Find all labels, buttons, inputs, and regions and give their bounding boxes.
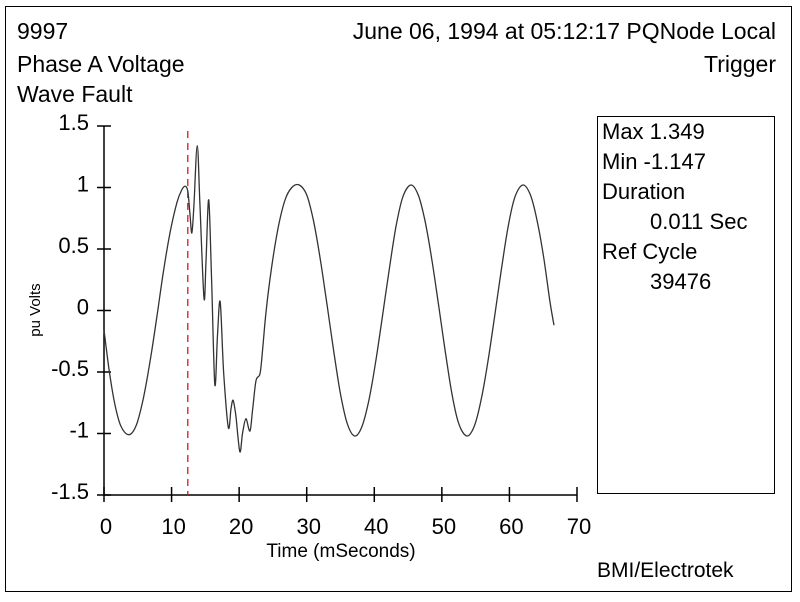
y-tick-label: -1 xyxy=(69,418,89,443)
event-id: 9997 xyxy=(17,18,69,44)
stat-ref-cycle-value: 39476 xyxy=(650,269,712,294)
stats-panel: Max 1.349 Min -1.147 Duration 0.011 Sec … xyxy=(597,116,775,494)
y-tick-label: 0.5 xyxy=(58,233,89,258)
axes xyxy=(103,126,577,496)
stat-min: Min -1.147 xyxy=(602,149,706,174)
x-tick-label: 20 xyxy=(229,514,253,539)
y-tick-label: 1 xyxy=(77,172,89,197)
x-tick-label: 0 xyxy=(100,514,112,539)
x-tick-label: 60 xyxy=(499,514,523,539)
x-tick-label: 50 xyxy=(432,514,456,539)
x-tick-label: 10 xyxy=(161,514,185,539)
stat-duration-value: 0.011 Sec xyxy=(650,209,748,234)
stat-ref-cycle-label: Ref Cycle xyxy=(602,239,698,264)
chart-frame xyxy=(5,6,792,592)
x-axis-title: Time (mSeconds) xyxy=(266,541,415,562)
stat-max: Max 1.349 xyxy=(602,119,705,144)
chart-subtitle: Wave Fault xyxy=(17,81,133,107)
y-tick-label: 0 xyxy=(77,295,89,320)
x-tick-label: 30 xyxy=(296,514,320,539)
brand-label: BMI/Electrotek xyxy=(597,559,734,582)
waveform-line xyxy=(103,145,555,453)
y-axis-title: pu Volts xyxy=(27,283,44,336)
stat-duration-label: Duration xyxy=(602,179,686,204)
event-timestamp: June 06, 1994 at 05:12:17 PQNode Local xyxy=(352,18,776,44)
x-tick-label: 70 xyxy=(567,514,591,539)
trigger-label: Trigger xyxy=(704,51,776,77)
x-tick-label: 40 xyxy=(364,514,388,539)
y-tick-label: -1.5 xyxy=(51,479,89,504)
y-tick-label: 1.5 xyxy=(58,110,89,135)
chart-title: Phase A Voltage xyxy=(17,51,185,77)
y-tick-label: -0.5 xyxy=(51,356,89,381)
